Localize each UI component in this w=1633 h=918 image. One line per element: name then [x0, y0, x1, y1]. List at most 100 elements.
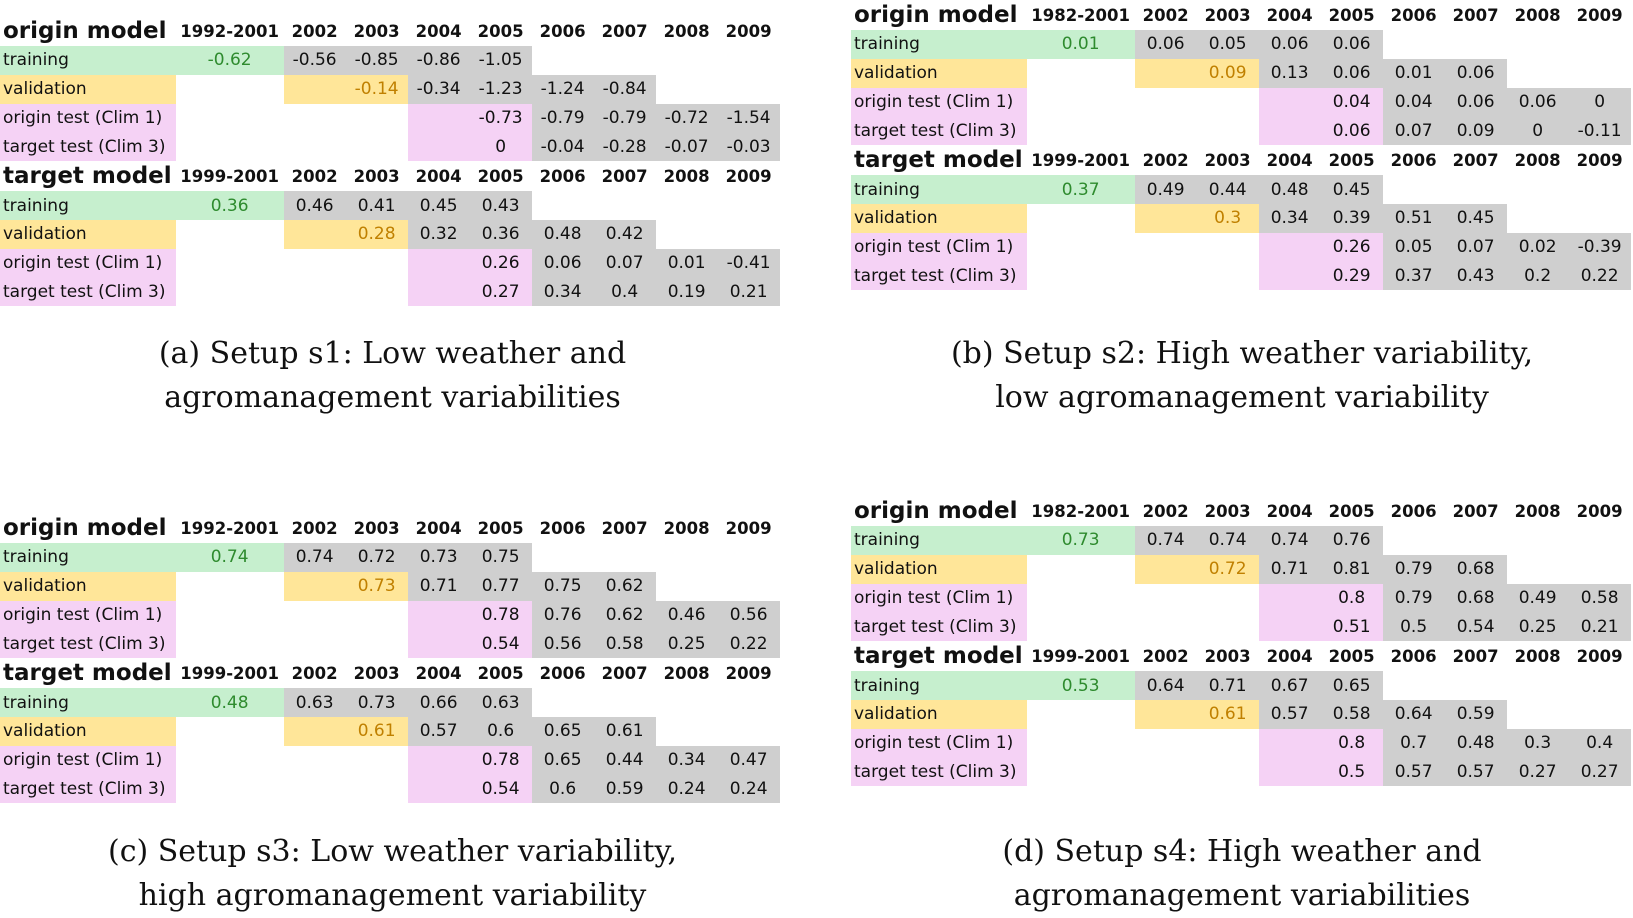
value-cell: 0.43	[1444, 261, 1507, 291]
value-cell: -0.11	[1568, 116, 1631, 146]
value-cell	[1027, 612, 1135, 641]
value-cell: -1.05	[469, 46, 532, 75]
row-label: target test (Clim 3)	[851, 612, 1027, 642]
value-cell	[283, 74, 346, 104]
value-cell: 0.49	[1134, 175, 1197, 204]
value-cell	[176, 572, 284, 601]
column-header: 2004	[415, 166, 462, 186]
value-cell	[1507, 30, 1569, 59]
row-training: training 0.53 0.64 0.71 0.67 0.65	[851, 671, 1631, 700]
value-cell: 0.59	[1444, 699, 1507, 729]
column-header: 2005	[1328, 501, 1375, 521]
row-label: target test (Clim 3)	[851, 116, 1027, 146]
column-header: 2008	[1514, 5, 1561, 25]
row-label: validation	[0, 219, 176, 249]
row-label: validation	[0, 716, 176, 746]
column-header: 2009	[725, 518, 772, 538]
row-label: training	[851, 671, 1027, 700]
column-header: 1982-2001	[1031, 5, 1130, 25]
caption-c: (c) Setup s3: Low weather variability, h…	[0, 830, 785, 918]
value-cell	[1258, 87, 1321, 117]
value-cell: 0.42	[593, 219, 656, 249]
row-label: target test (Clim 3)	[851, 757, 1027, 787]
value-cell: 0.73	[407, 543, 470, 572]
value-cell: 0.36	[469, 219, 532, 249]
value-cell	[1569, 30, 1631, 59]
value-cell: 0.05	[1382, 232, 1445, 262]
value-cell: 0.34	[655, 745, 718, 775]
value-cell	[718, 572, 780, 601]
value-cell	[346, 249, 408, 278]
value-cell: 0.45	[407, 191, 470, 220]
value-cell	[718, 46, 780, 75]
value-cell	[1569, 175, 1631, 204]
value-cell	[1383, 30, 1445, 59]
block-title: target model	[3, 163, 172, 190]
value-cell	[346, 601, 408, 630]
value-cell	[1027, 233, 1135, 262]
row-validation: validation 0.3 0.34 0.39 0.51 0.45	[851, 203, 1631, 233]
column-header: 2004	[1266, 5, 1313, 25]
value-cell	[346, 746, 408, 775]
value-cell: 0.71	[1258, 554, 1321, 584]
column-header: 2003	[353, 21, 400, 41]
value-cell: 0.21	[717, 277, 780, 307]
value-cell	[1569, 700, 1631, 729]
value-cell: 0.04	[1320, 87, 1383, 117]
value-cell: 0.78	[469, 745, 532, 775]
header-row: target model 1999-2001 2002 2003 2004 2005 200…	[851, 641, 1631, 671]
row-validation: validation 0.73 0.71 0.77 0.75 0.62	[0, 571, 780, 601]
value-cell: 0.21	[1568, 612, 1631, 642]
value-cell: 0.36	[175, 191, 284, 220]
value-cell: 0.01	[655, 248, 718, 278]
row-training: training 0.36 0.46 0.41 0.45 0.43	[0, 191, 780, 220]
value-cell: 0.06	[1444, 87, 1507, 117]
value-cell: 0.41	[345, 191, 408, 220]
value-cell	[718, 75, 780, 104]
column-header: 2008	[1514, 646, 1561, 666]
value-cell: 0.57	[407, 716, 470, 746]
row-label: training	[851, 526, 1027, 555]
column-header: 1999-2001	[180, 166, 279, 186]
value-cell	[1135, 612, 1197, 641]
value-cell	[176, 132, 284, 161]
value-cell: 0.63	[283, 688, 346, 717]
column-header: 2006	[1390, 501, 1437, 521]
value-cell: 0.29	[1320, 261, 1383, 291]
value-cell: 0.81	[1320, 554, 1383, 584]
row-target-test: target test (Clim 3) 0.51 0.5 0.54 0.25 0.21	[851, 612, 1631, 642]
value-cell: 0.79	[1382, 583, 1445, 613]
value-cell: 0.49	[1506, 583, 1569, 613]
value-cell	[284, 746, 346, 775]
column-header: 2008	[663, 21, 710, 41]
row-label: validation	[0, 74, 176, 104]
value-cell: 0.48	[1258, 175, 1321, 204]
value-cell: 0.07	[1382, 116, 1445, 146]
row-validation: validation 0.28 0.32 0.36 0.48 0.42	[0, 219, 780, 249]
column-header: 2006	[539, 518, 586, 538]
value-cell	[1445, 526, 1507, 555]
value-cell: -0.73	[469, 103, 532, 133]
value-cell	[176, 601, 284, 630]
value-cell	[1383, 175, 1445, 204]
value-cell: 0.39	[1320, 203, 1383, 233]
value-cell	[346, 132, 408, 161]
value-cell: 0.5	[1382, 612, 1445, 642]
value-cell: -0.72	[655, 103, 718, 133]
value-cell: 0.06	[1444, 58, 1507, 88]
value-cell	[1197, 262, 1259, 291]
value-cell	[407, 248, 470, 278]
value-cell	[1569, 59, 1631, 88]
column-header: 2008	[1514, 501, 1561, 521]
value-cell	[176, 717, 284, 746]
column-header: 2007	[601, 663, 648, 683]
caption-b: (b) Setup s2: High weather variability, …	[851, 332, 1633, 420]
value-cell: 0.51	[1320, 612, 1383, 642]
value-cell	[1445, 30, 1507, 59]
row-validation: validation 0.61 0.57 0.58 0.64 0.59	[851, 699, 1631, 729]
value-cell: -0.03	[717, 132, 780, 162]
value-cell: 0.57	[1382, 757, 1445, 787]
value-cell: 0.73	[1026, 526, 1135, 555]
value-cell	[1197, 88, 1259, 117]
value-cell	[176, 249, 284, 278]
